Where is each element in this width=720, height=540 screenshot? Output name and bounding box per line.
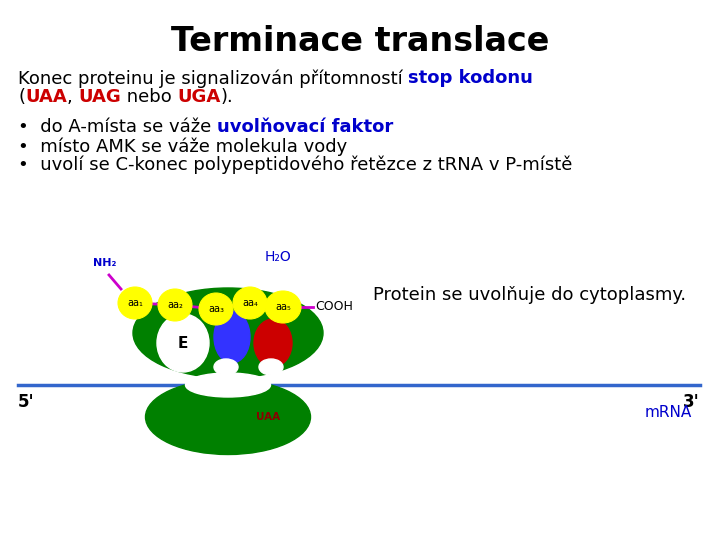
Ellipse shape	[214, 359, 238, 375]
Ellipse shape	[233, 287, 267, 319]
Text: Terminace translace: Terminace translace	[171, 25, 549, 58]
Text: aa₃: aa₃	[208, 304, 224, 314]
Ellipse shape	[254, 319, 292, 367]
Text: •  uvolí se C-konec polypeptidového řetězce z tRNA v P-místě: • uvolí se C-konec polypeptidového řetěz…	[18, 156, 572, 174]
Text: COOH: COOH	[315, 300, 353, 314]
Ellipse shape	[158, 289, 192, 321]
Text: aa₂: aa₂	[167, 300, 183, 310]
Text: E: E	[178, 335, 188, 350]
Text: UAG: UAG	[78, 88, 121, 106]
Text: UAA: UAA	[25, 88, 67, 106]
Ellipse shape	[145, 380, 310, 455]
Text: uvolňovací faktor: uvolňovací faktor	[217, 118, 393, 136]
Text: 5': 5'	[18, 393, 35, 411]
Text: 3': 3'	[683, 393, 700, 411]
Text: UAA: UAA	[256, 412, 280, 422]
Text: Konec proteinu je signalizován přítomností: Konec proteinu je signalizován přítomnos…	[18, 69, 408, 87]
Text: NH₂: NH₂	[94, 258, 117, 268]
Text: ).: ).	[221, 88, 233, 106]
Ellipse shape	[259, 359, 283, 375]
Ellipse shape	[186, 373, 271, 397]
Text: •  do A-místa se váže: • do A-místa se váže	[18, 118, 217, 136]
Ellipse shape	[265, 291, 301, 323]
Ellipse shape	[118, 287, 152, 319]
Text: mRNA: mRNA	[645, 405, 692, 420]
Ellipse shape	[157, 314, 209, 372]
Ellipse shape	[214, 311, 250, 363]
Text: stop kodonu: stop kodonu	[408, 69, 534, 87]
Text: nebo: nebo	[121, 88, 178, 106]
Ellipse shape	[199, 293, 233, 325]
Text: Protein se uvolňuje do cytoplasmy.: Protein se uvolňuje do cytoplasmy.	[374, 286, 687, 304]
Text: UGA: UGA	[178, 88, 221, 106]
Text: ,: ,	[67, 88, 78, 106]
Text: aa₅: aa₅	[275, 302, 291, 312]
Ellipse shape	[133, 288, 323, 378]
Text: •  místo AMK se váže molekula vody: • místo AMK se váže molekula vody	[18, 137, 347, 156]
Text: aa₁: aa₁	[127, 298, 143, 308]
Text: (: (	[18, 88, 25, 106]
Text: H₂O: H₂O	[265, 250, 292, 264]
Text: aa₄: aa₄	[242, 298, 258, 308]
